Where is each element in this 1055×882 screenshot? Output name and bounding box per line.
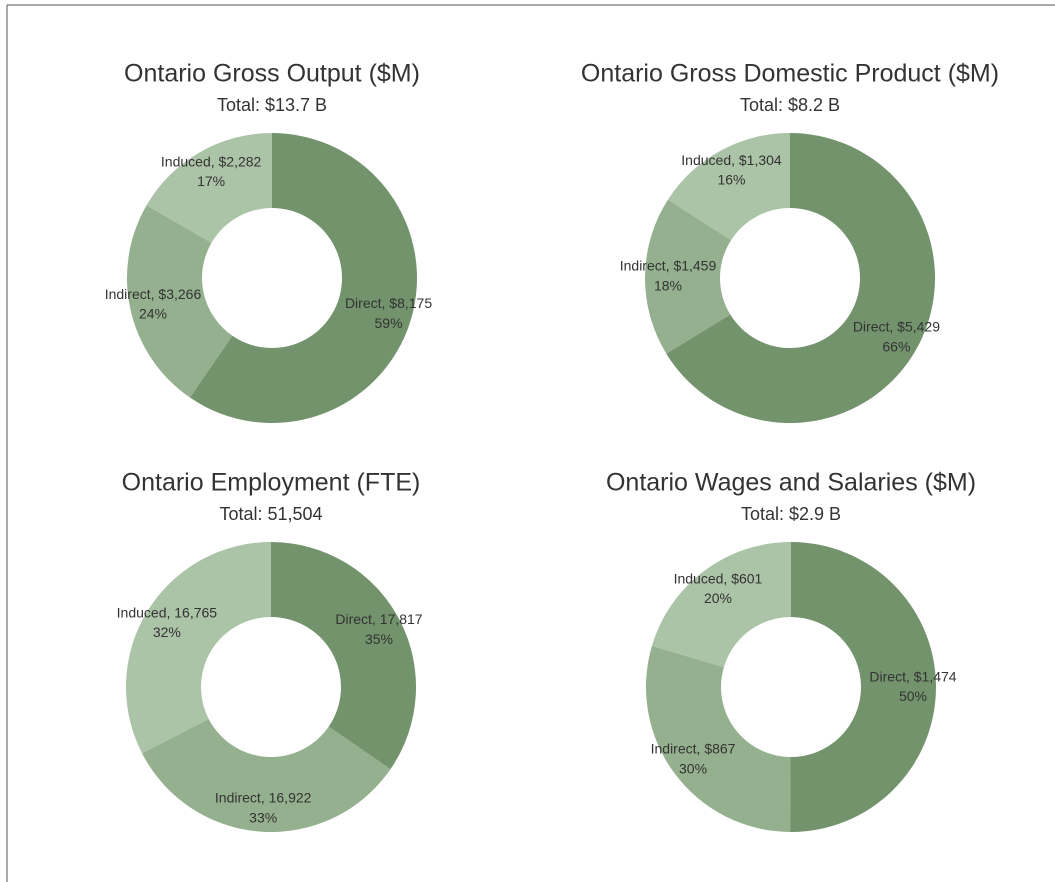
slice-value: 17,817 xyxy=(380,611,423,627)
slice-percent: 24% xyxy=(139,306,167,322)
donut-slice xyxy=(189,133,417,423)
chart-subtitle: Total: $2.9 B xyxy=(741,504,841,524)
slice-label: Induced, $1,304 xyxy=(681,152,782,168)
slice-value: $867 xyxy=(704,740,735,756)
slice-value: $2,282 xyxy=(219,153,262,169)
slice-separator: , xyxy=(372,611,380,627)
donut-slice xyxy=(790,542,937,832)
slice-percent: 20% xyxy=(704,590,732,606)
chart-title: Ontario Gross Domestic Product ($M) xyxy=(581,60,999,88)
slice-label: Indirect, 16,922 xyxy=(215,789,312,805)
slice-value: $3,266 xyxy=(158,286,201,302)
slice-category: Induced xyxy=(681,152,731,168)
slice-percent: 59% xyxy=(375,315,403,331)
slice-percent: 33% xyxy=(249,809,277,825)
slice-separator: , xyxy=(723,570,731,586)
donut-slice xyxy=(142,718,391,833)
slice-value: $5,429 xyxy=(897,318,940,334)
slice-category: Induced xyxy=(674,570,724,586)
slice-separator: , xyxy=(382,295,390,311)
slice-label: Indirect, $1,459 xyxy=(620,257,717,273)
slice-percent: 32% xyxy=(153,624,181,640)
slice-category: Indirect xyxy=(215,789,261,805)
slice-separator: , xyxy=(151,286,159,302)
slice-label: Indirect, $3,266 xyxy=(105,286,202,302)
donut-slice xyxy=(646,645,791,832)
slice-value: $8,175 xyxy=(389,295,432,311)
slice-separator: , xyxy=(261,789,269,805)
slice-percent: 16% xyxy=(717,172,745,188)
slice-category: Induced xyxy=(117,604,167,620)
slice-label: Direct, $1,474 xyxy=(869,668,956,684)
slice-category: Direct xyxy=(869,668,906,684)
slice-label: Induced, $601 xyxy=(674,570,763,586)
slice-percent: 50% xyxy=(899,688,927,704)
donut-slice xyxy=(127,205,233,398)
slice-value: $1,304 xyxy=(739,152,782,168)
slice-value: $1,474 xyxy=(914,668,957,684)
donut-slice xyxy=(667,133,790,241)
slice-percent: 18% xyxy=(654,277,682,293)
slice-value: 16,765 xyxy=(174,604,217,620)
slice-value: 16,922 xyxy=(269,789,312,805)
chart-title: Ontario Gross Output ($M) xyxy=(124,60,420,88)
chart-subtitle: Total: $13.7 B xyxy=(217,95,327,115)
chart-subtitle: Total: 51,504 xyxy=(219,504,322,524)
slice-category: Direct xyxy=(853,318,890,334)
donut-slice xyxy=(666,133,935,423)
slice-label: Indirect, $867 xyxy=(651,740,736,756)
slice-category: Direct xyxy=(345,295,382,311)
slice-category: Induced xyxy=(161,153,211,169)
slice-value: $601 xyxy=(731,570,762,586)
slice-separator: , xyxy=(666,257,674,273)
slice-category: Indirect xyxy=(620,257,666,273)
slice-separator: , xyxy=(211,153,219,169)
slice-percent: 30% xyxy=(679,760,707,776)
slice-category: Indirect xyxy=(105,286,151,302)
donut-slice xyxy=(645,199,732,354)
slice-separator: , xyxy=(906,668,914,684)
slice-label: Direct, $5,429 xyxy=(853,318,940,334)
slice-category: Direct xyxy=(335,611,372,627)
slice-separator: , xyxy=(731,152,739,168)
slice-category: Indirect xyxy=(651,740,697,756)
donut-slice xyxy=(651,542,791,668)
slice-percent: 66% xyxy=(882,338,910,354)
slice-percent: 35% xyxy=(365,631,393,647)
chart-subtitle: Total: $8.2 B xyxy=(740,95,840,115)
chart-title: Ontario Employment (FTE) xyxy=(122,469,421,497)
slice-label: Induced, 16,765 xyxy=(117,604,218,620)
chart-title: Ontario Wages and Salaries ($M) xyxy=(606,469,976,497)
slice-label: Induced, $2,282 xyxy=(161,153,262,169)
donut-slice xyxy=(271,542,416,770)
slice-label: Direct, $8,175 xyxy=(345,295,432,311)
slice-separator: , xyxy=(697,740,705,756)
donut-slice xyxy=(126,542,272,754)
slice-value: $1,459 xyxy=(673,257,716,273)
slice-separator: , xyxy=(889,318,897,334)
slice-percent: 17% xyxy=(197,173,225,189)
slice-label: Direct, 17,817 xyxy=(335,611,422,627)
slice-separator: , xyxy=(166,604,174,620)
donut-slice xyxy=(146,133,272,243)
